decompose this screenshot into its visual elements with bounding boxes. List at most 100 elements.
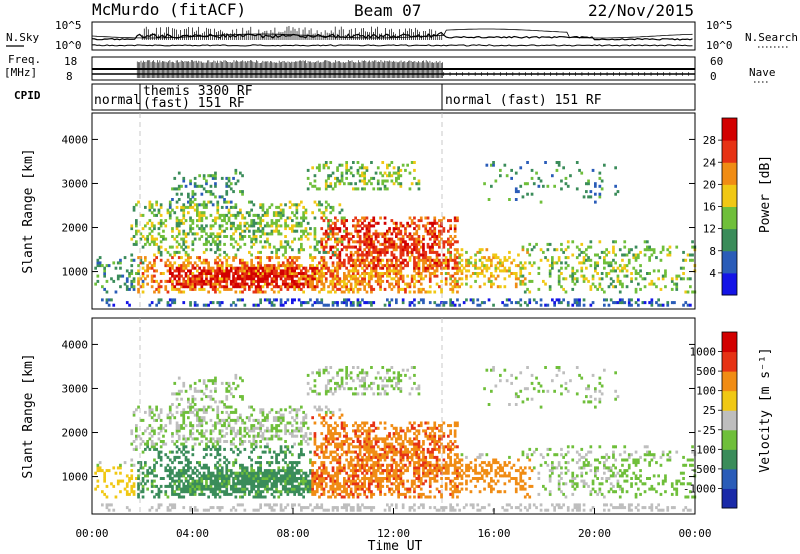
power-cell xyxy=(336,219,339,223)
velocity-cell xyxy=(171,434,174,438)
power-cell xyxy=(594,266,597,270)
power-cell xyxy=(345,285,348,289)
velocity-cell xyxy=(177,487,181,491)
power-cell xyxy=(356,187,360,191)
velocity-cell xyxy=(266,471,269,475)
power-cell xyxy=(216,245,220,249)
power-cell xyxy=(614,301,617,305)
power-cell xyxy=(410,274,414,278)
power-cell xyxy=(386,258,389,262)
power-cell xyxy=(621,266,624,270)
velocity-cell xyxy=(157,495,161,499)
power-cell xyxy=(272,264,276,268)
power-cell xyxy=(352,266,355,270)
power-cell xyxy=(485,258,489,262)
power-cell xyxy=(257,269,260,273)
power-cell xyxy=(223,274,226,278)
velocity-cell xyxy=(266,426,269,430)
power-cell xyxy=(155,200,158,204)
velocity-cell xyxy=(216,450,220,454)
velocity-cell xyxy=(148,447,152,451)
velocity-cell xyxy=(234,387,238,391)
power-cell xyxy=(162,221,165,225)
velocity-cell xyxy=(171,392,174,396)
velocity-cell xyxy=(257,434,260,438)
power-cell xyxy=(329,224,333,228)
velocity-cell xyxy=(214,381,217,385)
power-cell xyxy=(379,261,382,265)
power-cell xyxy=(261,227,265,231)
power-cell xyxy=(182,277,186,281)
power-cell xyxy=(340,301,344,305)
velocity-cell xyxy=(232,437,235,441)
power-cell xyxy=(128,303,131,307)
power-cell xyxy=(517,301,520,305)
power-cell xyxy=(270,219,274,223)
power-cell xyxy=(148,232,152,236)
velocity-cell xyxy=(180,410,183,414)
power-cell xyxy=(189,229,192,233)
velocity-cell xyxy=(266,413,269,417)
velocity-cell xyxy=(216,506,220,510)
power-cell xyxy=(324,184,328,188)
power-cell xyxy=(205,274,208,278)
power-cell xyxy=(336,269,339,273)
power-cell xyxy=(130,253,134,257)
power-cell xyxy=(465,258,468,262)
velocity-cell xyxy=(270,487,274,491)
velocity-cell xyxy=(141,477,145,480)
velocity-cell xyxy=(119,463,122,467)
power-cell xyxy=(130,282,134,286)
velocity-cell xyxy=(270,492,274,496)
power-cell xyxy=(390,250,394,254)
power-cell xyxy=(209,285,213,289)
power-cell xyxy=(239,266,242,270)
velocity-cell xyxy=(202,434,206,438)
power-cell xyxy=(189,182,192,186)
velocity-cell xyxy=(216,466,220,470)
power-cell xyxy=(220,229,224,233)
nave-tick-low: 0 xyxy=(710,70,717,83)
velocity-cell xyxy=(266,484,269,488)
power-cell xyxy=(551,264,554,268)
velocity-cell xyxy=(107,503,111,507)
power-cell xyxy=(603,303,606,307)
velocity-cell xyxy=(193,508,197,512)
power-cell xyxy=(139,285,143,289)
power-cell xyxy=(648,272,651,275)
velocity-cell xyxy=(173,381,177,385)
velocity-cell xyxy=(229,487,233,491)
power-cell xyxy=(358,301,362,305)
power-cell xyxy=(168,298,172,302)
power-cell xyxy=(401,301,405,305)
power-cell xyxy=(381,258,385,262)
power-cell xyxy=(193,279,197,283)
power-cell xyxy=(349,256,353,260)
power-cell xyxy=(193,287,197,291)
power-cell xyxy=(218,301,222,305)
power-cell xyxy=(510,301,513,305)
power-cell xyxy=(171,274,174,278)
power-cell xyxy=(180,245,183,249)
power-cell xyxy=(198,272,201,275)
velocity-cell xyxy=(207,477,210,480)
velocity-cell xyxy=(239,495,242,499)
velocity-cell xyxy=(214,421,217,425)
velocity-cell xyxy=(125,482,129,486)
velocity-cell xyxy=(141,418,145,422)
power-cell xyxy=(591,301,595,305)
power-cell xyxy=(205,269,208,273)
power-cell xyxy=(184,253,188,257)
power-cell xyxy=(689,303,692,307)
power-cell xyxy=(313,232,317,236)
velocity-cell xyxy=(223,482,226,486)
power-cell xyxy=(175,269,179,273)
power-cell xyxy=(191,200,195,204)
power-cell xyxy=(664,269,667,273)
power-cell xyxy=(530,264,534,268)
cpid-mode-fast: (fast) 151 RF xyxy=(143,96,245,111)
velocity-cell xyxy=(205,445,208,449)
velocity-cell xyxy=(252,418,256,422)
velocity-cell xyxy=(216,437,220,441)
power-cell xyxy=(410,242,414,246)
